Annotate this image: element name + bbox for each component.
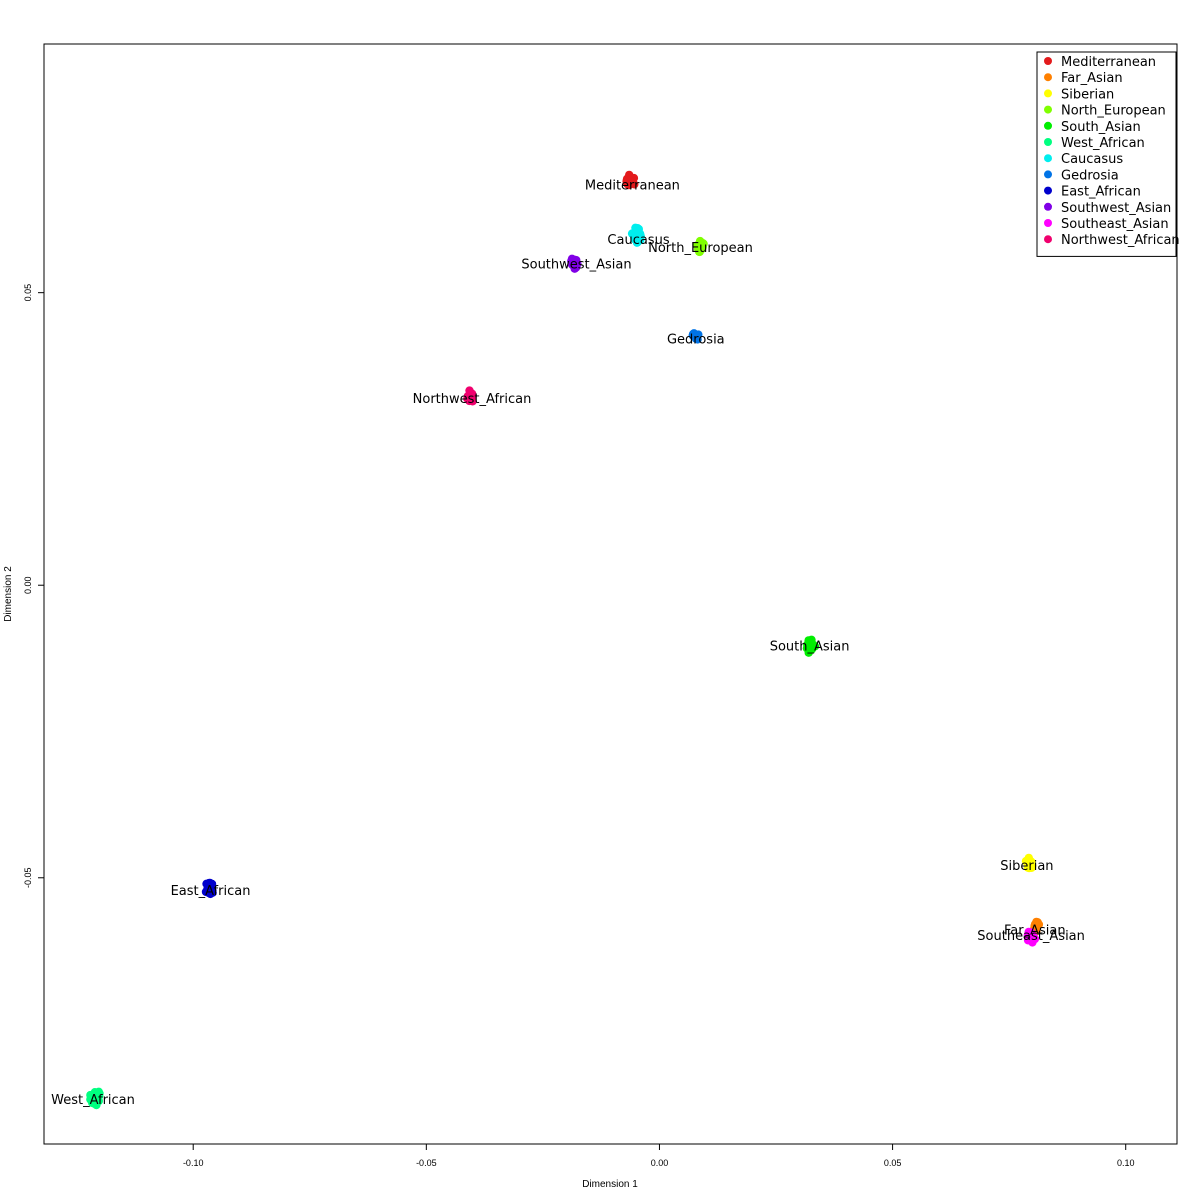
x-tick-label: 0.10 (1117, 1158, 1135, 1168)
legend-marker (1044, 89, 1052, 98)
legend-label: South_Asian (1061, 120, 1141, 135)
cluster-label: Caucasus (607, 233, 669, 248)
legend-label: Siberian (1061, 87, 1114, 102)
series-south-asian (802, 635, 820, 657)
legend-marker (1044, 138, 1052, 146)
legend-item: Mediterranean (1044, 55, 1156, 70)
legend-item: West_African (1044, 136, 1145, 151)
data-point (695, 247, 704, 257)
legend-label: Gedrosia (1061, 168, 1119, 183)
x-tick-label: 0.05 (884, 1158, 902, 1168)
legend-marker (1044, 219, 1052, 227)
legend-marker (1044, 186, 1052, 195)
legend-label: Northwest_African (1061, 233, 1180, 248)
data-point (624, 180, 634, 190)
legend-item: Northwest_African (1044, 233, 1180, 248)
legend-box (1036, 51, 1177, 257)
cluster-label: Northwest_African (413, 392, 532, 407)
data-point (804, 636, 813, 645)
data-point (88, 1098, 97, 1108)
series-caucasus (627, 223, 645, 247)
data-point (690, 331, 699, 341)
y-axis: -0.05 0.00 0.05 (23, 284, 44, 888)
cluster-label: Southeast_Asian (977, 929, 1085, 944)
y-tick-label: -0.05 (23, 868, 33, 889)
x-axis-title: Dimension 1 (582, 1179, 638, 1190)
cluster-label: West_African (51, 1093, 135, 1108)
data-point (1024, 863, 1034, 873)
data-point (94, 1087, 104, 1097)
legend-item: South_Asian (1044, 120, 1141, 135)
legend-marker (1044, 235, 1052, 244)
data-point (1030, 934, 1040, 944)
cluster-label: Siberian (1000, 859, 1053, 874)
legend-item: North_European (1044, 104, 1166, 119)
legend-label: Southwest_Asian (1061, 201, 1171, 216)
cluster-label: Mediterranean (585, 178, 680, 193)
cluster-label: Far_Asian (1004, 923, 1066, 938)
legend-marker (1044, 105, 1052, 114)
series-east-african (201, 878, 217, 899)
legend-item: Far_Asian (1044, 71, 1123, 86)
cluster-labels: Mediterranean Far_Asian Siberian North_Euro… (51, 178, 1085, 1108)
cluster-label: North_European (648, 241, 753, 256)
series-southeast-asian (1023, 927, 1040, 947)
cluster-label: Gedrosia (667, 332, 725, 347)
data-point (207, 879, 217, 889)
legend-label: West_African (1061, 136, 1145, 151)
cluster-label: South_Asian (770, 640, 850, 655)
series-northwest-african (463, 386, 477, 406)
plot-frame (43, 43, 1178, 1145)
legend-label: Mediterranean (1061, 55, 1156, 70)
cluster-label: East_African (171, 884, 251, 899)
legend-item: Caucasus (1044, 152, 1123, 167)
series-mediterranean (622, 170, 639, 190)
legend-item: Southwest_Asian (1044, 201, 1171, 216)
data-point (206, 889, 215, 899)
legend-label: Caucasus (1061, 152, 1123, 167)
data-point (622, 174, 632, 183)
cluster-label: Southwest_Asian (521, 257, 631, 272)
legend-marker (1044, 170, 1052, 179)
legend-label: Southeast_Asian (1061, 217, 1169, 232)
x-tick-label: -0.10 (183, 1158, 204, 1168)
data-point (631, 223, 640, 232)
y-tick-label: 0.05 (23, 284, 33, 302)
legend-label: North_European (1061, 104, 1166, 119)
legend-marker (1044, 202, 1052, 211)
data-point (810, 642, 820, 651)
series-southwest-asian (567, 254, 582, 273)
x-tick-label: -0.05 (416, 1158, 437, 1168)
points-layer (86, 170, 1044, 1110)
series-north-european (692, 236, 708, 257)
series-siberian (1021, 853, 1037, 873)
legend-label: Far_Asian (1061, 71, 1123, 86)
series-west-african (86, 1087, 104, 1110)
legend-marker (1044, 57, 1052, 65)
data-point (1024, 853, 1034, 863)
y-axis-title: Dimension 2 (3, 566, 14, 622)
legend-marker (1044, 121, 1052, 130)
legend-item: Siberian (1044, 87, 1114, 102)
y-tick-label: 0.00 (23, 576, 33, 594)
legend-item: East_African (1044, 185, 1141, 200)
data-point (463, 391, 473, 401)
legend-item: Southeast_Asian (1044, 217, 1169, 232)
series-gedrosia (688, 329, 703, 344)
data-point (570, 255, 579, 264)
legend-item: Gedrosia (1044, 168, 1119, 183)
legend-label: East_African (1061, 185, 1141, 200)
legend-marker (1044, 73, 1052, 82)
data-point (630, 234, 639, 243)
data-point (1023, 930, 1033, 940)
legend-marker (1044, 154, 1052, 163)
x-axis: -0.10 -0.05 0.00 0.05 0.10 (183, 1144, 1135, 1168)
x-tick-label: 0.00 (651, 1158, 669, 1168)
